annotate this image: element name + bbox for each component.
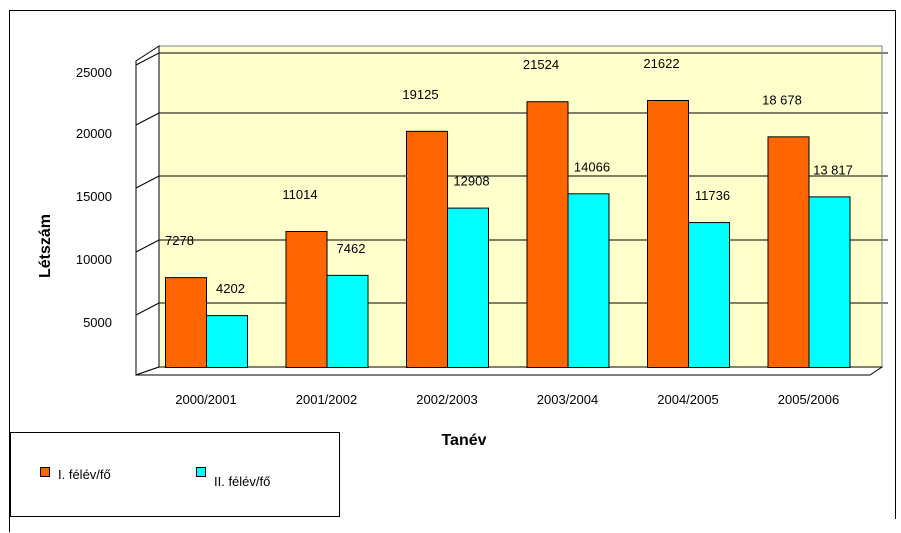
data-label-series-2-2003-2004: 14066	[574, 159, 610, 174]
bar-series-2-2004-2005	[688, 222, 730, 368]
gridline-side	[135, 239, 160, 253]
legend-swatch-series-1	[40, 467, 50, 477]
bar-series-1-2003-2004	[526, 101, 569, 369]
y-tick-label: 20000	[76, 126, 112, 141]
data-label-series-1-2004-2005: 21622	[643, 56, 679, 71]
x-tick-label: 2003/2004	[537, 392, 598, 407]
legend-label-series-1: I. félév/fő	[58, 467, 111, 482]
x-tick-label: 2005/2006	[778, 392, 839, 407]
bar-series-1-2002-2003	[406, 130, 448, 368]
x-tick-label: 2002/2003	[416, 392, 477, 407]
y-tick-label: 25000	[76, 65, 112, 80]
gridline-side	[135, 112, 160, 126]
legend-swatch-series-2	[196, 467, 206, 477]
bar-series-2-2005-2006	[808, 196, 851, 368]
data-label-series-2-2000-2001: 4202	[216, 281, 245, 296]
data-label-series-2-2005-2006: 13 817	[813, 162, 853, 177]
bar-series-1-2005-2006	[767, 136, 810, 368]
x-tick-label: 2001/2002	[296, 392, 357, 407]
data-label-series-1-2005-2006: 18 678	[762, 92, 802, 107]
data-label-series-2-2004-2005: 11736	[695, 188, 730, 203]
bar-series-2-2003-2004	[567, 193, 610, 368]
x-axis-title: Tanév	[441, 432, 486, 449]
bar-series-1-2004-2005	[647, 100, 689, 368]
bar-series-2-2000-2001	[206, 315, 248, 368]
x-tick-label: 2000/2001	[175, 392, 236, 407]
bar-series-2-2001-2002	[326, 274, 369, 369]
plot-floor	[135, 366, 884, 376]
bar-series-2-2002-2003	[447, 207, 489, 368]
gridline-side	[135, 302, 160, 316]
chart-border	[9, 10, 896, 532]
legend: I. félév/fő II. félév/fő	[10, 432, 340, 517]
y-tick-label: 15000	[76, 189, 112, 204]
data-label-series-1-2002-2003: 19125	[402, 87, 438, 102]
data-label-series-1-2000-2001: 7278	[165, 233, 194, 248]
legend-box	[10, 432, 340, 517]
legend-label-series-2: II. félév/fő	[214, 474, 270, 489]
data-label-series-2-2002-2003: 12908	[453, 174, 489, 189]
y-axis-title: Létszám	[37, 214, 54, 278]
data-label-series-2-2001-2002: 7462	[337, 241, 366, 256]
y-tick-label: 5000	[83, 315, 112, 330]
gridline-side	[135, 175, 160, 189]
data-label-series-1-2001-2002: 11014	[282, 187, 317, 202]
plot-side-wall	[135, 45, 160, 376]
x-tick-label: 2004/2005	[657, 392, 718, 407]
bar-series-1-2000-2001	[165, 277, 207, 369]
plot-area: 5000 10000 15000 20000 25000 7278 4202 2000/200…	[76, 45, 888, 407]
y-tick-label: 10000	[76, 252, 112, 267]
bar-series-1-2001-2002	[285, 230, 328, 368]
data-label-series-1-2003-2004: 21524	[523, 57, 559, 72]
gridline-side	[135, 52, 160, 66]
